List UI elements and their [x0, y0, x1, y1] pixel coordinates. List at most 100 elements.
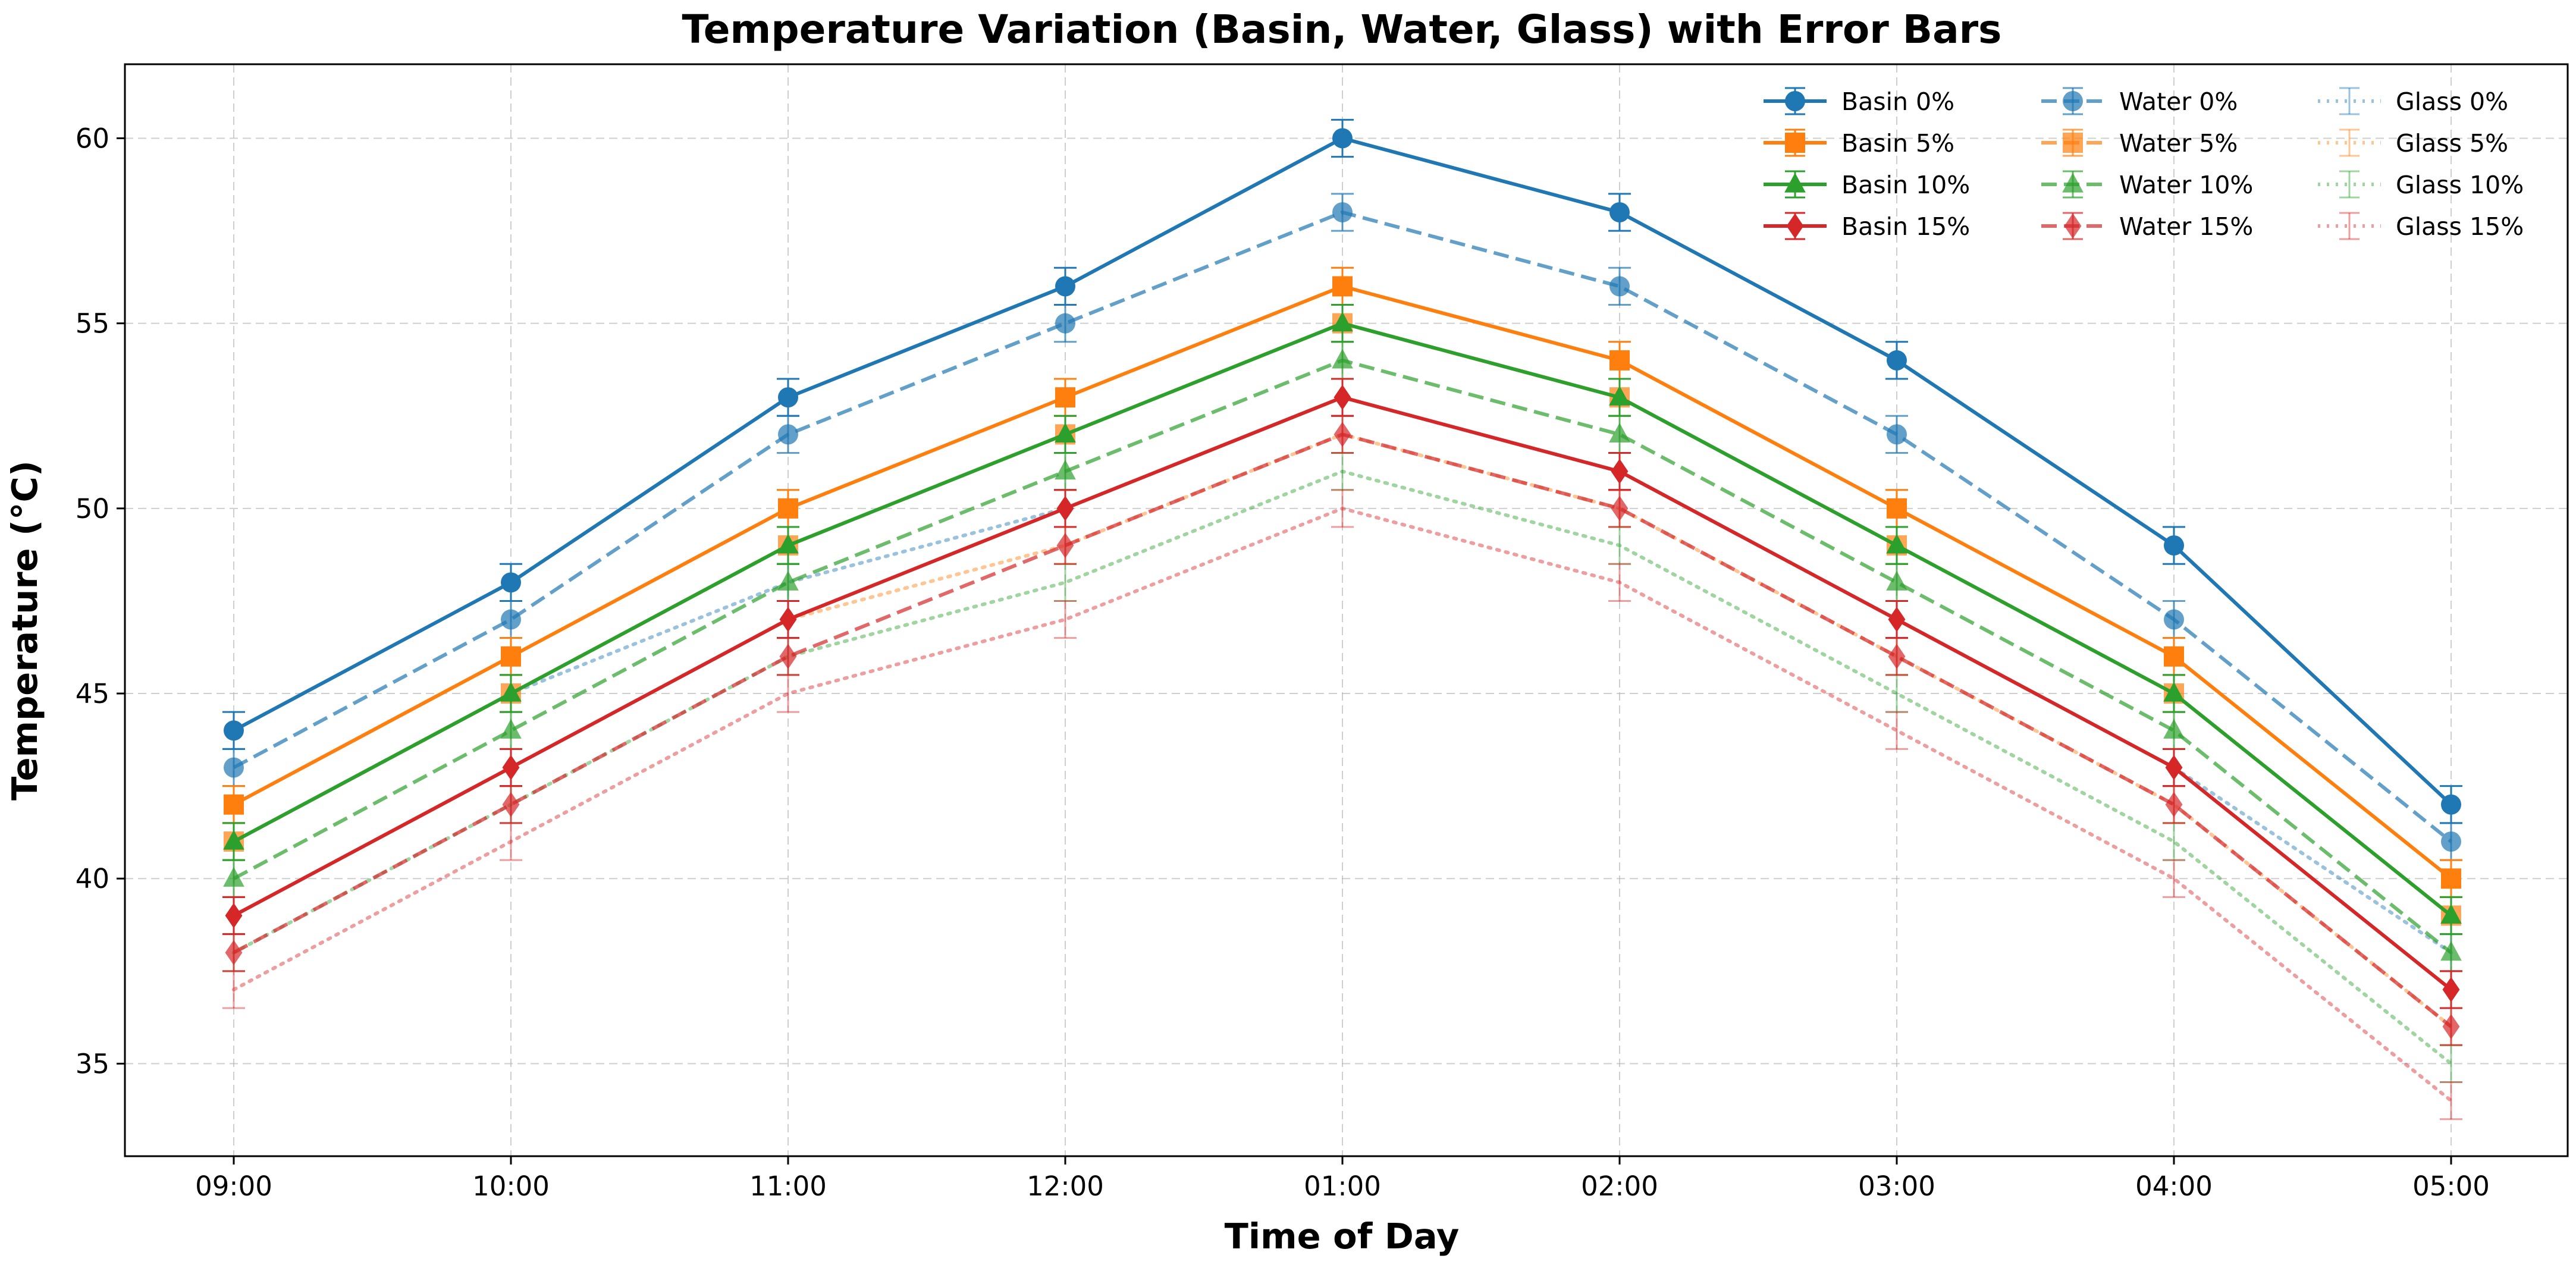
legend-entry: Glass 15% — [2318, 212, 2524, 241]
data-point — [224, 757, 244, 778]
x-tick-label: 10:00 — [472, 1170, 550, 1202]
data-point — [2441, 868, 2461, 889]
data-point — [777, 570, 799, 591]
data-point — [2064, 213, 2082, 239]
data-point — [1609, 350, 1630, 371]
data-point — [1611, 459, 1629, 484]
legend-entry: Basin 0% — [1764, 87, 1954, 116]
data-point — [1056, 495, 1074, 522]
data-point — [2442, 1013, 2460, 1040]
data-point — [223, 830, 244, 850]
series-layer — [222, 118, 2462, 1121]
series-basin-5 — [222, 266, 2462, 898]
data-point — [500, 682, 522, 702]
data-point — [1886, 570, 1907, 591]
legend-entry: Glass 10% — [2318, 170, 2524, 199]
data-point — [1334, 384, 1351, 410]
tick-layer: 09:00 10:00 11:00 12:00 01:00 02:00 03:00 04:00… — [76, 123, 2490, 1202]
data-point — [2440, 941, 2462, 961]
series-basin-0 — [222, 118, 2462, 824]
data-point — [2063, 91, 2083, 111]
legend-label: Glass 0% — [2396, 87, 2508, 116]
series-line — [232, 506, 2453, 1103]
data-point — [1887, 498, 1907, 519]
legend-label: Glass 5% — [2396, 129, 2508, 158]
data-point — [2164, 535, 2184, 556]
data-point — [2164, 646, 2184, 667]
data-point — [1785, 91, 1805, 111]
legend-label: Basin 0% — [1841, 87, 1954, 116]
x-tick-label: 02:00 — [1581, 1170, 1658, 1202]
data-point — [779, 644, 797, 670]
legend-label: Basin 5% — [1841, 129, 1954, 158]
legend-label: Glass 10% — [2396, 171, 2524, 199]
data-point — [501, 609, 521, 630]
data-point — [224, 794, 244, 815]
y-tick-label: 55 — [76, 308, 109, 340]
legend-label: Water 10% — [2119, 171, 2253, 199]
y-tick-label: 40 — [76, 863, 109, 894]
data-point — [1055, 422, 1076, 442]
data-point — [1609, 385, 1630, 406]
legend-label: Basin 15% — [1841, 212, 1970, 241]
data-point — [1609, 202, 1630, 222]
legend-label: Water 15% — [2119, 212, 2253, 241]
y-tick-label: 50 — [76, 493, 109, 525]
data-point — [778, 387, 798, 408]
data-point — [2441, 794, 2461, 815]
legend: Basin 0% Basin 5% Basin 10% Basin 15% Water … — [1764, 87, 2524, 241]
data-point — [2063, 133, 2083, 153]
legend-entry: Basin 15% — [1764, 212, 1970, 241]
data-point — [2441, 831, 2461, 852]
legend-entry: Water 5% — [2041, 128, 2238, 158]
legend-entry: Water 0% — [2041, 87, 2238, 116]
data-point — [2442, 977, 2460, 1003]
data-point — [1784, 172, 1806, 193]
x-tick-label: 09:00 — [195, 1170, 272, 1202]
data-point — [501, 646, 521, 667]
data-point — [2163, 718, 2185, 739]
data-point — [224, 720, 244, 741]
legend-label: Water 0% — [2119, 87, 2238, 116]
data-point — [2163, 682, 2185, 702]
data-point — [500, 718, 522, 739]
data-point — [1332, 202, 1353, 222]
data-point — [2440, 903, 2462, 924]
data-point — [778, 424, 798, 445]
chart-title: Temperature Variation (Basin, Water, Gla… — [682, 7, 2002, 52]
x-tick-label: 04:00 — [2135, 1170, 2213, 1202]
series-glass-15 — [222, 489, 2462, 1121]
data-point — [779, 607, 797, 632]
data-point — [1888, 644, 1906, 670]
data-point — [1888, 607, 1906, 632]
data-point — [1332, 349, 1353, 369]
data-point — [2165, 792, 2183, 817]
data-point — [225, 940, 243, 965]
legend-entry: Water 15% — [2041, 212, 2253, 241]
legend-label: Basin 10% — [1841, 171, 1970, 199]
data-point — [1886, 533, 1907, 554]
data-point — [1334, 422, 1351, 447]
legend-entry: Basin 10% — [1764, 170, 1970, 199]
data-point — [1055, 460, 1076, 480]
plot-frame — [124, 63, 2569, 1157]
data-point — [1056, 532, 1074, 558]
data-point — [1609, 276, 1630, 297]
series-basin-15 — [222, 378, 2462, 1009]
data-point — [2164, 609, 2184, 630]
x-tick-label: 03:00 — [1858, 1170, 1935, 1202]
x-tick-label: 01:00 — [1304, 1170, 1381, 1202]
data-point — [225, 903, 243, 928]
data-point — [1055, 313, 1075, 334]
data-point — [502, 755, 520, 780]
legend-entry: Glass 5% — [2318, 128, 2508, 158]
legend-label: Glass 15% — [2396, 212, 2524, 241]
data-point — [501, 572, 521, 593]
data-point — [223, 867, 244, 887]
data-point — [778, 498, 798, 519]
data-point — [1055, 387, 1075, 408]
legend-entry: Basin 5% — [1764, 128, 1954, 158]
data-point — [1611, 495, 1629, 522]
